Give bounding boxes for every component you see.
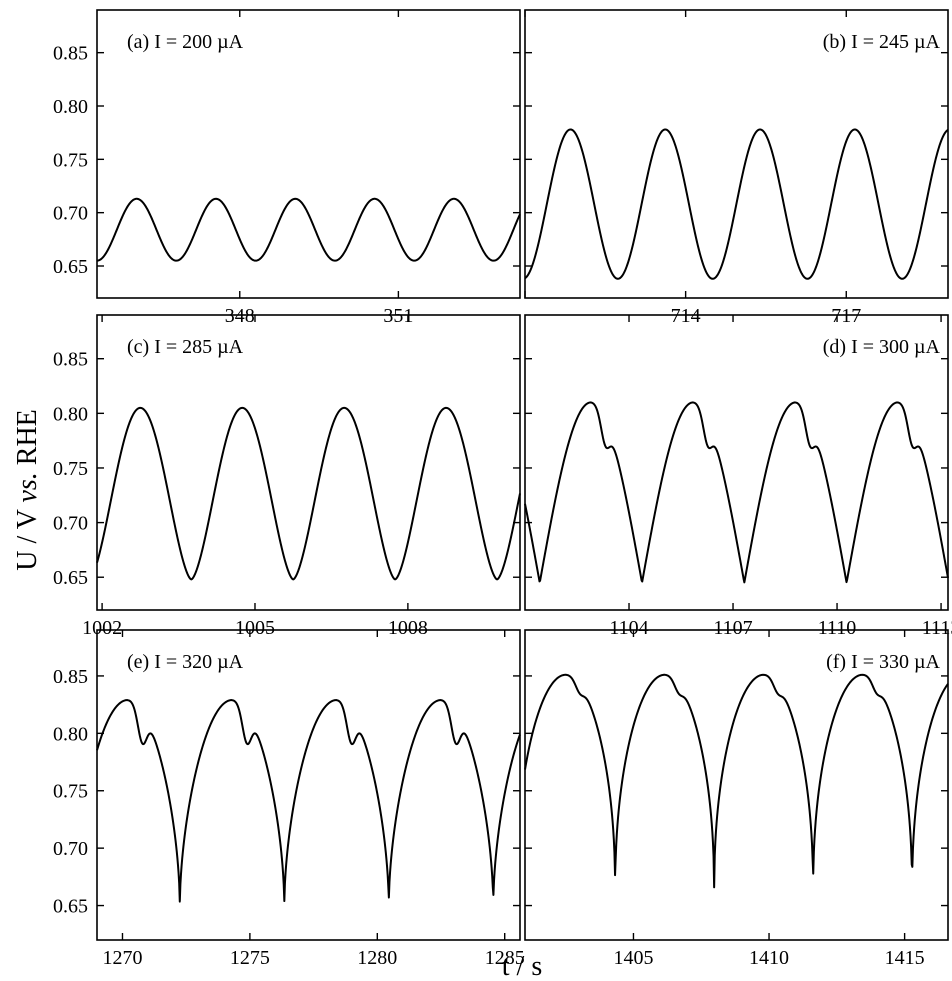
x-tick-label: 1405 (613, 947, 653, 969)
y-tick-label: 0.85 (53, 43, 88, 65)
y-tick-label: 0.75 (53, 149, 88, 171)
panel-label-b: (b) I = 245 µA (823, 31, 941, 53)
panel-d: 1104 1107 1110 1113 (d) I = 300 µA (524, 314, 952, 639)
x-axis-title: t / s (502, 951, 542, 981)
series-line-f (524, 673, 949, 889)
y-tick-label: 0.65 (53, 896, 88, 918)
panel-frame-a (96, 9, 521, 299)
series-line-a (96, 197, 521, 262)
y-tick-label: 0.80 (53, 96, 88, 118)
x-tick-label: 1280 (357, 947, 397, 969)
series-line-e (96, 699, 521, 903)
series-line-d (524, 401, 949, 584)
y-tick-label: 0.70 (53, 203, 88, 225)
panel-f: 1405 1410 1415 (f) I = 330 µA (524, 629, 949, 969)
x-tick-label: 1008 (388, 617, 428, 639)
panel-c: 0.65 0.70 0.75 0.80 0.85 1002 1005 1008 (c) I = … (53, 314, 521, 639)
panel-label-a: (a) I = 200 µA (127, 31, 244, 53)
panel-label-c: (c) I = 285 µA (127, 336, 244, 358)
x-tick-label: 1270 (102, 947, 142, 969)
y-tick-label: 0.65 (53, 567, 88, 589)
panel-label-e: (e) I = 320 µA (127, 651, 244, 673)
x-tick-label: 717 (831, 305, 861, 327)
panel-frame-c (96, 314, 521, 611)
panel-frame-d (524, 314, 949, 611)
y-tick-label: 0.80 (53, 403, 88, 425)
panel-label-d: (d) I = 300 µA (823, 336, 941, 358)
y-tick-label: 0.75 (53, 458, 88, 480)
y-tick-label: 0.85 (53, 666, 88, 688)
y-tick-label: 0.70 (53, 513, 88, 535)
panel-frame-e (96, 629, 521, 941)
panel-label-f: (f) I = 330 µA (826, 651, 940, 673)
panel-frame-b (524, 9, 949, 299)
series-line-b (524, 128, 949, 280)
series-line-c (96, 406, 521, 581)
y-tick-label: 0.85 (53, 349, 88, 371)
x-tick-label: 1002 (82, 617, 122, 639)
x-tick-label: 1285 (485, 947, 525, 969)
panel-e: 0.65 0.70 0.75 0.80 0.85 1270 1275 1280 1285 (e) … (53, 629, 525, 969)
x-tick-label: 714 (671, 305, 701, 327)
y-tick-label: 0.65 (53, 256, 88, 278)
x-tick-label: 1110 (818, 617, 857, 639)
panel-a: 0.65 0.70 0.75 0.80 0.85 348 351 (a) I = 200 µA (53, 9, 521, 327)
panel-frame-f (524, 629, 949, 941)
y-axis-title: U / V vs. RHE (12, 409, 43, 571)
y-tick-label: 0.70 (53, 838, 88, 860)
x-tick-label: 1275 (230, 947, 270, 969)
x-tick-label: 1107 (713, 617, 752, 639)
x-tick-label: 1005 (235, 617, 275, 639)
x-tick-label: 1113 (922, 617, 952, 639)
y-tick-label: 0.80 (53, 723, 88, 745)
panel-b: 714 717 (b) I = 245 µA (524, 9, 949, 327)
x-tick-label: 1415 (885, 947, 925, 969)
x-tick-label: 1104 (609, 617, 648, 639)
x-tick-label: 351 (383, 305, 413, 327)
y-tick-label: 0.75 (53, 781, 88, 803)
x-tick-label: 348 (225, 305, 255, 327)
x-tick-label: 1410 (749, 947, 789, 969)
